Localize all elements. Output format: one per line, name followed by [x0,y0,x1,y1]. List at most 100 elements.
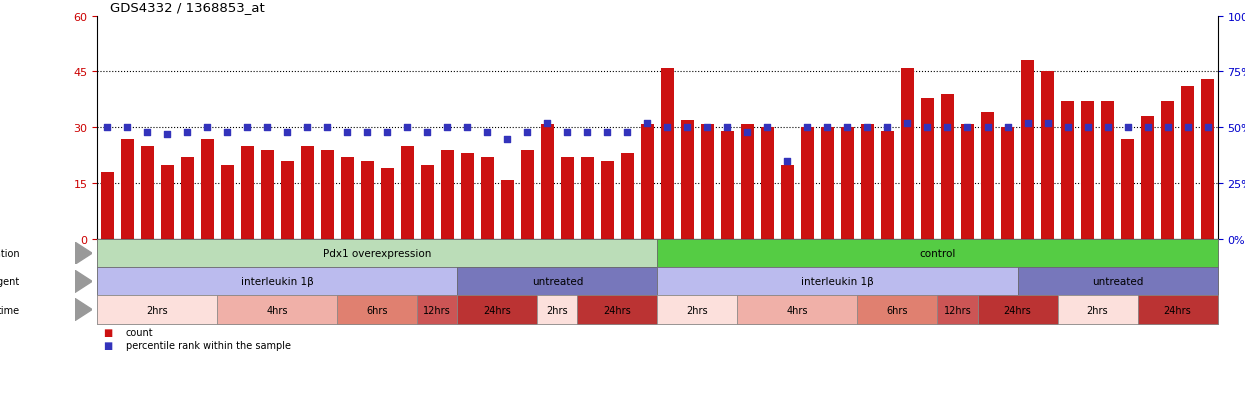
Bar [881,132,894,240]
Point [798,125,818,131]
Point [377,129,397,136]
Text: 12hrs: 12hrs [423,305,451,315]
Text: 6hrs: 6hrs [886,305,908,315]
Bar [801,128,814,240]
Point [1178,125,1198,131]
Bar [200,139,214,240]
Bar [961,124,974,240]
Point [558,129,578,136]
Point [97,125,117,131]
Point [317,125,337,131]
Text: interleukin 1β: interleukin 1β [240,277,314,287]
Bar [1182,87,1194,240]
Point [838,125,858,131]
Polygon shape [75,271,92,293]
Bar [981,113,994,240]
Text: control: control [919,249,956,259]
Text: 2hrs: 2hrs [1087,305,1108,315]
Point [477,129,497,136]
Point [818,125,838,131]
Bar [280,161,294,240]
Point [177,129,197,136]
Text: 4hrs: 4hrs [787,305,808,315]
Bar [1001,128,1013,240]
Point [238,125,258,131]
Point [657,125,677,131]
Bar [1061,102,1074,240]
Point [397,125,417,131]
Point [137,129,157,136]
Point [258,125,278,131]
Point [497,136,517,142]
Text: Pdx1 overexpression: Pdx1 overexpression [322,249,432,259]
Point [1057,125,1077,131]
Bar [260,150,274,240]
Point [1078,125,1098,131]
Point [937,125,957,131]
Bar [741,124,754,240]
Text: ■: ■ [103,327,112,337]
Point [1118,125,1138,131]
Text: 24hrs: 24hrs [604,305,631,315]
Text: time: time [0,305,20,315]
Bar [461,154,474,240]
Text: 12hrs: 12hrs [944,305,971,315]
Point [637,120,657,127]
Point [1098,125,1118,131]
Bar [341,158,354,240]
Point [437,125,457,131]
Bar [761,128,774,240]
Point [278,129,298,136]
Bar [321,150,334,240]
Text: genotype/variation: genotype/variation [0,249,20,259]
Bar [500,180,514,240]
Bar [921,98,934,240]
Bar [1162,102,1174,240]
Point [538,120,558,127]
Bar [1081,102,1094,240]
Point [417,129,437,136]
Text: percentile rank within the sample: percentile rank within the sample [126,340,291,350]
Text: 24hrs: 24hrs [1164,305,1191,315]
Text: untreated: untreated [1092,277,1143,287]
Point [357,129,377,136]
Bar [101,173,113,240]
Bar [361,161,373,240]
Bar [220,165,234,240]
Bar [701,124,713,240]
Bar [181,158,194,240]
Bar [301,147,314,240]
Point [1158,125,1178,131]
Bar [401,147,413,240]
Bar [721,132,733,240]
Text: 6hrs: 6hrs [366,305,388,315]
Bar [481,158,494,240]
Bar [901,69,914,240]
Bar [781,165,794,240]
Point [457,125,477,131]
Text: count: count [126,327,153,337]
Bar [520,150,534,240]
Bar [161,165,173,240]
Bar [581,158,594,240]
Point [598,129,618,136]
Point [1017,120,1037,127]
Point [918,125,937,131]
Point [697,125,717,131]
Bar [441,150,453,240]
Point [1198,125,1218,131]
Text: 24hrs: 24hrs [483,305,512,315]
Bar [840,128,854,240]
Point [997,125,1017,131]
Bar [661,69,674,240]
Text: 24hrs: 24hrs [1003,305,1031,315]
Text: ■: ■ [103,340,112,350]
Point [878,125,898,131]
Bar [1021,61,1035,240]
Text: GDS4332 / 1368853_at: GDS4332 / 1368853_at [110,2,264,14]
Text: 2hrs: 2hrs [147,305,168,315]
Point [858,125,878,131]
Point [977,125,997,131]
Point [1037,120,1057,127]
Point [217,129,237,136]
